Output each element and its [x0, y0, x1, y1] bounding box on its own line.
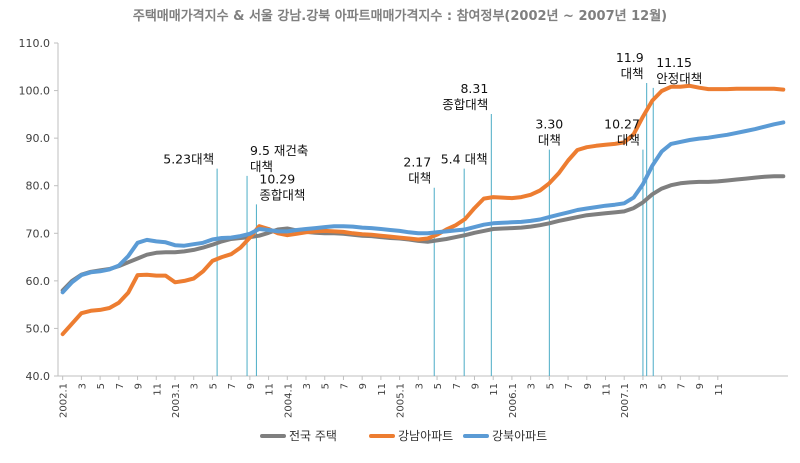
policy-annotation-label: 3.30	[535, 117, 563, 132]
policy-annotation-label: 8.31	[460, 81, 488, 96]
x-tick-label: 9	[470, 383, 481, 389]
x-tick-label: 3	[190, 383, 201, 389]
x-tick-label: 2003.1	[171, 383, 182, 418]
x-tick-label: 5	[321, 383, 332, 389]
x-tick-label: 9	[695, 383, 706, 389]
y-tick-label: 100.0	[19, 85, 51, 98]
x-tick-label: 3	[414, 383, 425, 389]
x-tick-label: 9	[246, 383, 257, 389]
x-tick-label: 2002.1	[59, 383, 70, 418]
x-tick-label: 7	[564, 383, 575, 389]
x-tick-label: 3	[77, 383, 88, 389]
series-line	[60, 83, 786, 337]
legend-label: 강북아파트	[492, 429, 547, 443]
y-tick-label: 60.0	[26, 275, 51, 288]
x-tick-label: 3	[527, 383, 538, 389]
x-tick-label: 7	[676, 383, 687, 389]
axes: 40.0 50.0 60.0 70.0 80.0 90.0 100.0 110.0 2002.1…	[19, 37, 788, 418]
policy-annotation-label: 10.29	[259, 171, 295, 186]
policy-annotation-label: 5.23대책	[163, 152, 214, 167]
legend-label: 강남아파트	[398, 429, 453, 443]
x-tick-label: 9	[583, 383, 594, 389]
x-tick-label: 7	[339, 383, 350, 389]
y-tick-label: 70.0	[26, 227, 51, 240]
policy-annotation-label: 대책	[617, 133, 640, 148]
x-tick-label: 11	[265, 383, 276, 396]
x-tick-label: 5	[208, 383, 219, 389]
y-tick-label: 90.0	[26, 132, 51, 145]
y-tick-label: 80.0	[26, 180, 51, 193]
x-tick-label: 5	[658, 383, 669, 389]
x-tick-label: 2005.1	[396, 383, 407, 418]
x-tick-label: 11	[489, 383, 500, 396]
policy-annotation-label: 5.4 대책	[441, 152, 488, 167]
x-tick-label: 9	[358, 383, 369, 389]
y-tick-label: 50.0	[26, 322, 51, 335]
x-tick-label: 11	[152, 383, 163, 396]
legend: 전국 주택 강남아파트 강북아파트	[260, 429, 547, 443]
chart-title: 주택매매가격지수 & 서울 강남.강북 아파트매매가격지수 : 참여정부(200…	[133, 8, 667, 24]
x-tick-label: 2006.1	[508, 383, 519, 418]
policy-annotation-label: 2.17	[403, 155, 431, 170]
policy-annotation-label: 안정대책	[656, 71, 702, 86]
x-tick-label: 11	[602, 383, 613, 396]
x-tick-label: 2004.1	[283, 383, 294, 418]
x-tick-label: 9	[134, 383, 145, 389]
policy-annotation-label: 9.5 재건축	[250, 143, 308, 158]
x-tick-label: 7	[227, 383, 238, 389]
x-tick-label: 11	[714, 383, 725, 396]
policy-annotation-label: 10.27	[604, 117, 640, 132]
legend-label: 전국 주택	[289, 429, 337, 443]
policy-annotation-label: 대책	[621, 66, 644, 81]
y-tick-label: 110.0	[19, 37, 51, 50]
policy-annotation-label: 11.9	[616, 50, 644, 65]
series-line	[60, 120, 786, 295]
x-tick-label: 5	[545, 383, 556, 389]
x-tick-label: 7	[452, 383, 463, 389]
policy-annotation-label: 대책	[538, 133, 561, 148]
x-tick-label: 2007.1	[620, 383, 631, 418]
policy-annotation-label: 대책	[250, 159, 273, 174]
policy-annotation-label: 종합대책	[259, 187, 305, 202]
x-tick-label: 7	[115, 383, 126, 389]
policy-lines	[216, 83, 654, 376]
series-lines	[60, 83, 786, 337]
series-line	[60, 174, 786, 293]
x-tick-label: 3	[302, 383, 313, 389]
policy-annotation-label: 11.15	[656, 55, 692, 70]
policy-annotation-label: 종합대책	[442, 97, 488, 112]
x-tick-label: 11	[377, 383, 388, 396]
policy-annotation-label: 대책	[408, 171, 431, 186]
y-tick-label: 40.0	[26, 370, 51, 383]
x-tick-label: 5	[96, 383, 107, 389]
x-tick-label: 3	[639, 383, 650, 389]
x-tick-label: 5	[433, 383, 444, 389]
